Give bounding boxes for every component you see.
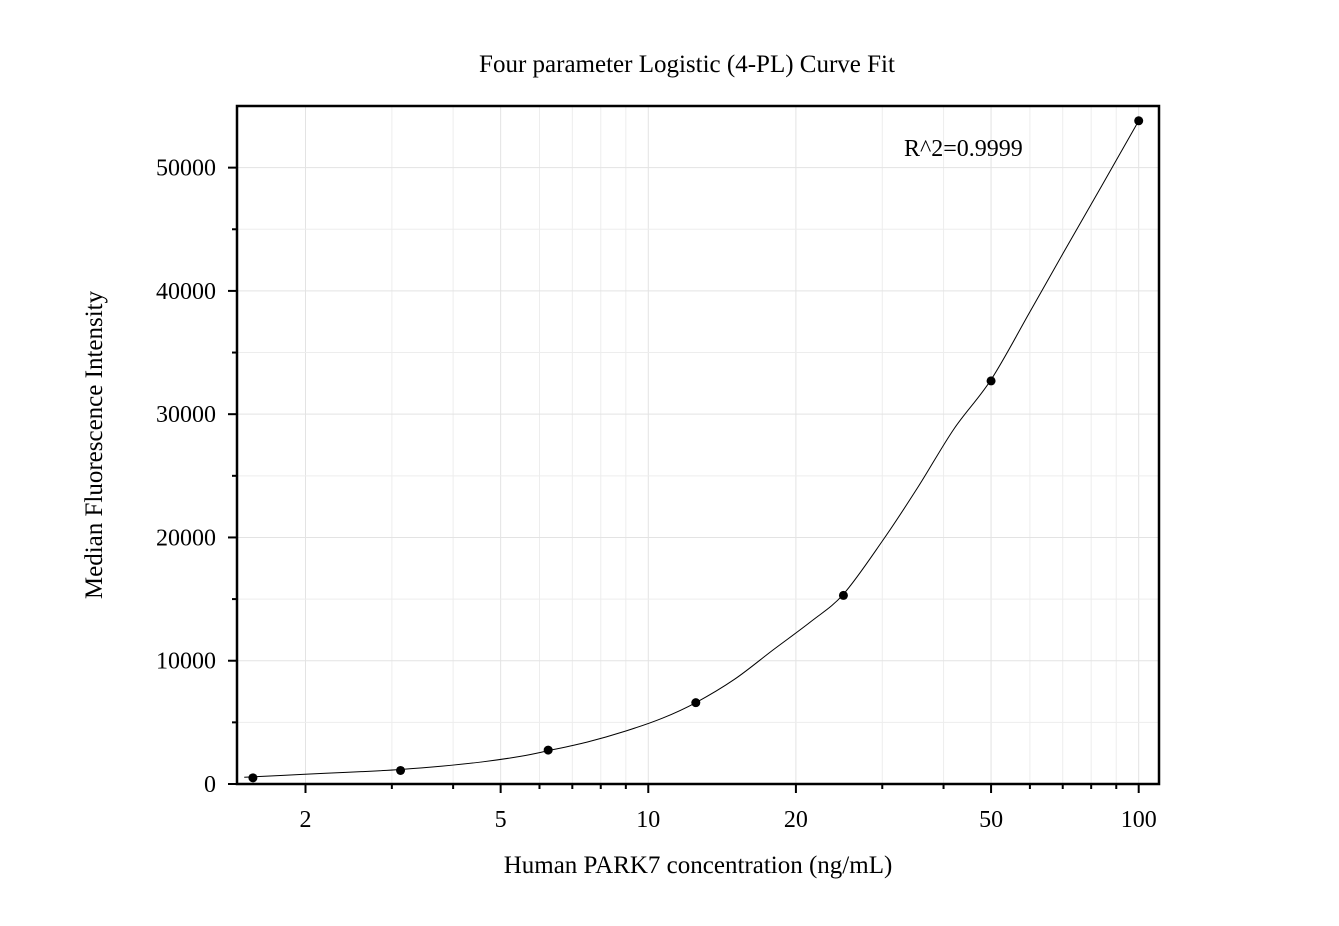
data-point — [691, 698, 701, 708]
y-tick-label: 10000 — [156, 649, 216, 675]
x-tick-label: 2 — [299, 807, 311, 833]
data-point — [1134, 116, 1144, 126]
axis-ticks — [228, 166, 1140, 793]
x-tick-label: 100 — [1121, 807, 1157, 833]
r-squared-annotation: R^2=0.9999 — [904, 136, 1023, 162]
chart-title: Four parameter Logistic (4-PL) Curve Fit — [479, 51, 895, 78]
data-point — [248, 773, 258, 783]
x-tick-label: 50 — [979, 807, 1003, 833]
grid-lines — [237, 106, 1159, 784]
x-tick-label: 5 — [495, 807, 507, 833]
y-axis-label: Median Fluorescence Intensity — [81, 290, 108, 599]
plot-frame — [235, 104, 1161, 786]
data-points — [248, 116, 1144, 783]
y-tick-label: 30000 — [156, 402, 216, 428]
data-point — [986, 376, 996, 386]
y-tick-label: 50000 — [156, 156, 216, 182]
tick-labels: 2 5 10 20 50 100 0 10000 20000 30000 40000 50000 — [156, 156, 1157, 833]
x-tick-label: 10 — [636, 807, 660, 833]
y-tick-label: 40000 — [156, 279, 216, 305]
y-tick-label: 0 — [204, 772, 216, 798]
data-point — [838, 590, 848, 600]
data-point — [396, 765, 406, 775]
x-axis-label: Human PARK7 concentration (ng/mL) — [504, 852, 893, 879]
y-tick-label: 20000 — [156, 525, 216, 551]
x-tick-label: 20 — [784, 807, 808, 833]
fit-curve — [244, 120, 1140, 778]
data-point — [543, 745, 553, 755]
